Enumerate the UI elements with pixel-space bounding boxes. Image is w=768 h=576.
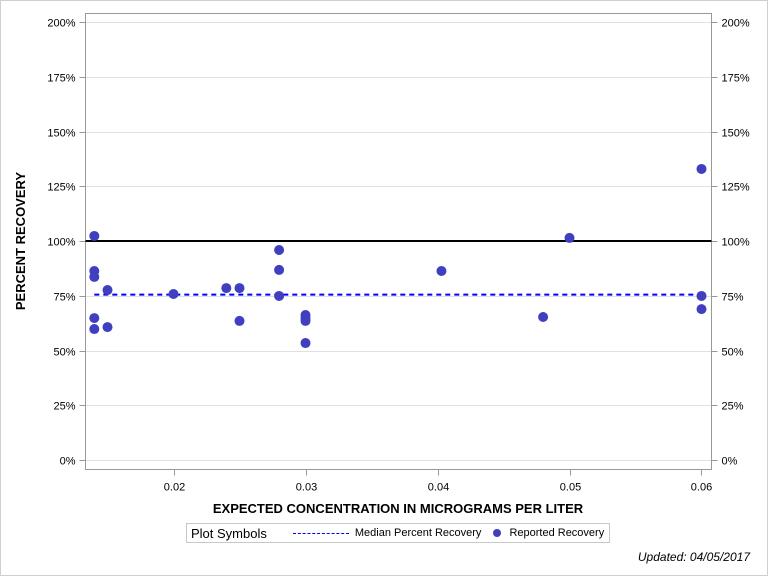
- x-tick-label: 0.06: [691, 482, 712, 494]
- data-point: [274, 264, 285, 275]
- data-points: [89, 163, 707, 349]
- y-tick-label-right: 175%: [722, 73, 750, 85]
- x-tick-label: 0.05: [560, 482, 581, 494]
- data-point: [436, 266, 447, 277]
- data-point: [300, 338, 311, 349]
- y-tick-label: 125%: [47, 182, 75, 194]
- data-point: [696, 290, 707, 301]
- x-tick-label: 0.04: [428, 482, 449, 494]
- y-tick-label-right: 25%: [722, 401, 744, 413]
- data-point: [89, 313, 100, 324]
- data-point: [221, 283, 232, 294]
- legend-title: Plot Symbols: [191, 525, 267, 541]
- y-axis-label: PERCENT RECOVERY: [13, 172, 28, 311]
- data-point: [274, 244, 285, 255]
- dashed-line-icon: [292, 532, 349, 534]
- legend-reported-label: Reported Recovery: [509, 527, 605, 539]
- x-axis-label: EXPECTED CONCENTRATION IN MICROGRAMS PER…: [213, 501, 584, 516]
- data-point: [234, 283, 245, 294]
- y-tick-label: 200%: [47, 18, 75, 30]
- data-point: [89, 324, 100, 335]
- y-tick-label: 175%: [47, 73, 75, 85]
- data-point: [102, 285, 113, 296]
- y-tick-label: 0%: [60, 456, 76, 468]
- y-tick-label: 75%: [53, 292, 75, 304]
- data-point: [89, 271, 100, 282]
- y-axis-right: 0% 25% 50% 75% 100% 125% 150% 175% 200%: [711, 18, 750, 468]
- dot-icon: [493, 529, 502, 537]
- data-point: [102, 322, 113, 333]
- data-point: [274, 290, 285, 301]
- data-point: [538, 311, 549, 322]
- x-tick-label: 0.03: [296, 482, 317, 494]
- y-tick-label: 50%: [53, 347, 75, 359]
- y-axis-left: 0% 25% 50% 75% 100% 125% 150% 175% 200%: [47, 18, 86, 468]
- y-tick-label-right: 125%: [722, 182, 750, 194]
- data-point: [168, 288, 179, 299]
- y-tick-label: 100%: [47, 237, 75, 249]
- y-tick-label: 25%: [53, 401, 75, 413]
- data-point: [89, 230, 100, 241]
- y-tick-label: 150%: [47, 128, 75, 140]
- legend-median-label: Median Percent Recovery: [354, 527, 482, 539]
- updated-timestamp: Updated: 04/05/2017: [637, 550, 750, 564]
- y-tick-label-right: 75%: [722, 292, 744, 304]
- x-tick-label: 0.02: [164, 482, 185, 494]
- data-point: [696, 304, 707, 315]
- y-tick-label-right: 0%: [722, 456, 738, 468]
- legend: Plot Symbols Median Percent Recovery Rep…: [186, 523, 610, 543]
- y-tick-label-right: 200%: [722, 18, 750, 30]
- data-point: [564, 232, 575, 243]
- data-point: [300, 315, 311, 326]
- x-axis: 0.02 0.03 0.04 0.05 0.06: [164, 469, 712, 494]
- y-tick-label-right: 50%: [722, 347, 744, 359]
- y-tick-label-right: 100%: [722, 237, 750, 249]
- y-tick-label-right: 150%: [722, 128, 750, 140]
- data-point: [696, 163, 707, 174]
- data-point: [234, 315, 245, 326]
